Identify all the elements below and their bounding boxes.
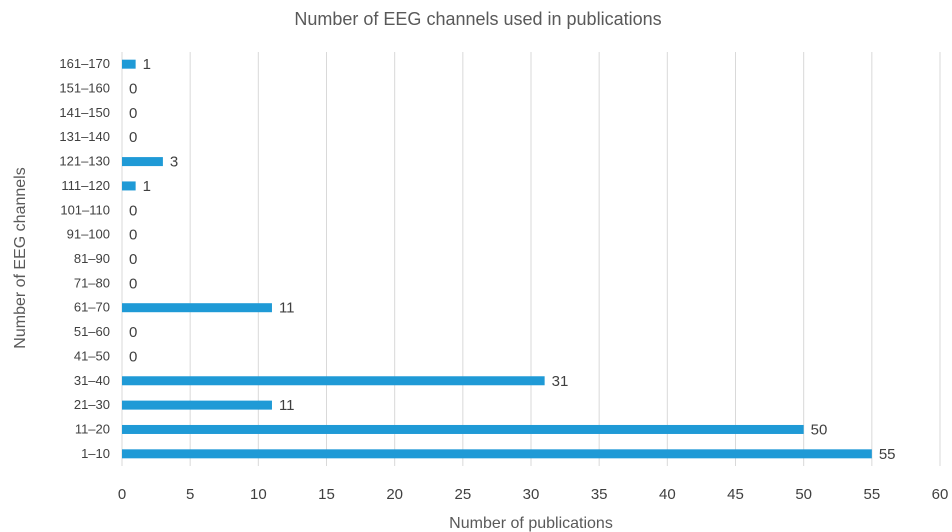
data-label: 0 <box>129 105 137 122</box>
y-tick-label: 141–150 <box>59 105 110 120</box>
x-tick-label: 5 <box>186 486 194 503</box>
x-axis-title: Number of publications <box>449 515 613 532</box>
y-tick-label: 101–110 <box>60 202 110 217</box>
bars <box>122 59 872 459</box>
x-tick-label: 40 <box>659 486 676 503</box>
x-tick-label: 55 <box>863 486 880 503</box>
y-tick-label: 81–90 <box>74 251 110 266</box>
data-label: 11 <box>279 300 295 317</box>
x-tick-label: 50 <box>795 486 812 503</box>
data-label: 0 <box>129 275 137 292</box>
x-tick-label: 35 <box>591 486 608 503</box>
bar <box>122 59 136 69</box>
y-tick-label: 1–10 <box>81 446 110 461</box>
data-label: 31 <box>552 373 569 390</box>
data-label: 3 <box>170 154 178 171</box>
chart-title: Number of EEG channels used in publicati… <box>294 9 661 29</box>
y-tick-label: 11–20 <box>75 421 110 436</box>
x-tick-label: 0 <box>118 486 126 503</box>
data-label: 55 <box>879 446 896 463</box>
y-tick-label: 161–170 <box>59 56 110 71</box>
x-tick-label: 10 <box>250 486 267 503</box>
y-tick-label: 121–130 <box>59 154 110 169</box>
x-tick-labels: 0 5 10 15 20 25 30 35 40 45 50 55 60 <box>118 486 949 503</box>
data-label: 0 <box>129 202 137 219</box>
y-tick-label: 91–100 <box>67 227 110 242</box>
data-label: 0 <box>129 129 137 146</box>
x-tick-label: 60 <box>932 486 949 503</box>
y-tick-label: 71–80 <box>74 275 110 290</box>
data-label: 1 <box>143 178 151 195</box>
y-tick-label: 131–140 <box>59 129 110 144</box>
y-tick-label: 41–50 <box>74 348 110 363</box>
y-tick-label: 51–60 <box>74 324 110 339</box>
x-tick-label: 45 <box>727 486 744 503</box>
x-tick-label: 25 <box>454 486 471 503</box>
data-label: 0 <box>129 81 137 98</box>
bar <box>122 376 545 386</box>
data-label: 50 <box>811 421 828 438</box>
y-tick-label: 31–40 <box>74 373 110 388</box>
data-label: 11 <box>279 397 295 414</box>
data-label: 0 <box>129 227 137 244</box>
bar <box>122 157 163 167</box>
x-tick-label: 30 <box>523 486 540 503</box>
bar <box>122 303 272 313</box>
bar <box>122 424 804 434</box>
data-label: 1 <box>143 56 151 73</box>
data-label: 0 <box>129 324 137 341</box>
gridlines <box>121 52 941 466</box>
y-tick-labels: 1–10 11–20 21–30 31–40 41–50 51–60 61–70 71–80 8… <box>59 56 110 461</box>
data-label: 0 <box>129 251 137 268</box>
bar <box>122 400 272 410</box>
y-tick-label: 61–70 <box>74 300 110 315</box>
data-label: 0 <box>129 348 137 365</box>
x-tick-label: 15 <box>318 486 335 503</box>
y-tick-label: 151–160 <box>59 81 110 96</box>
y-tick-label: 111–120 <box>61 178 110 193</box>
bar <box>122 449 872 459</box>
bar <box>122 181 136 191</box>
y-axis-title: Number of EEG channels <box>12 167 29 348</box>
y-tick-label: 21–30 <box>74 397 110 412</box>
x-tick-label: 20 <box>386 486 403 503</box>
